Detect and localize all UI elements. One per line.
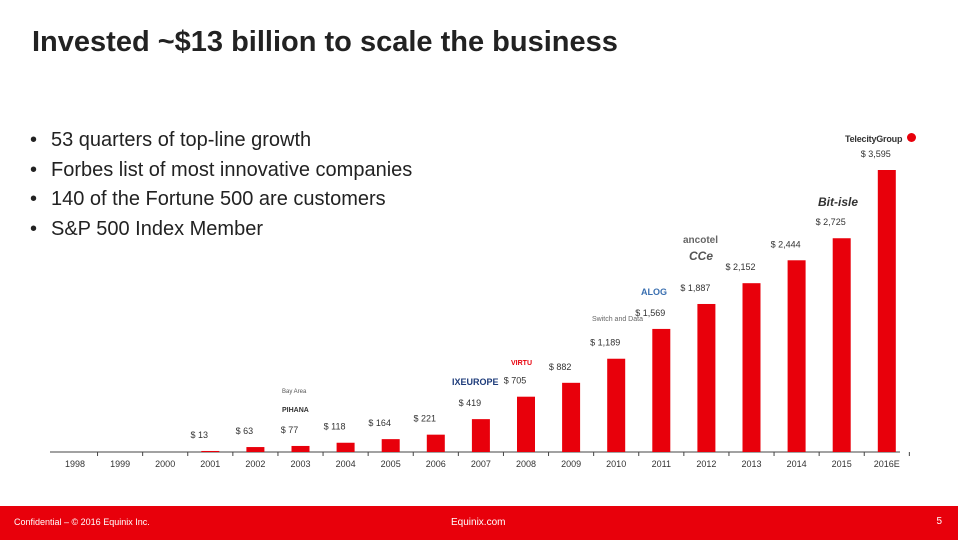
data-label-2002: $ 63 xyxy=(236,426,254,436)
data-label-2013: $ 2,152 xyxy=(725,262,755,272)
bar-2005 xyxy=(381,439,400,452)
bay-area-logo: Bay Area xyxy=(282,389,307,395)
x-tick-label: 2000 xyxy=(155,459,175,469)
telecity-logo-mark xyxy=(906,133,916,142)
slide-title: Invested ~$13 billion to scale the busin… xyxy=(32,26,618,58)
bar-2003 xyxy=(291,445,310,452)
x-tick-label: 2014 xyxy=(787,459,807,469)
data-label-2009: $ 882 xyxy=(549,362,572,372)
data-label-2005: $ 164 xyxy=(368,418,391,428)
x-tick-label: 2001 xyxy=(200,459,220,469)
bar-2016E xyxy=(877,170,896,452)
x-tick-label: 2006 xyxy=(426,459,446,469)
data-label-2001: $ 13 xyxy=(191,430,209,440)
x-tick-label: 1999 xyxy=(110,459,130,469)
data-label-2015: $ 2,725 xyxy=(816,217,846,227)
x-tick-label: 2007 xyxy=(471,459,491,469)
data-label-2011: $ 1,569 xyxy=(635,308,665,318)
bar-2009 xyxy=(562,382,581,452)
data-label-2016E: $ 3,595 xyxy=(861,149,891,159)
x-tick-label: 2005 xyxy=(381,459,401,469)
ixeurope-logo: IXEUROPE xyxy=(452,377,499,387)
x-tick-label: 2009 xyxy=(561,459,581,469)
x-tick-label: 2016E xyxy=(874,459,900,469)
data-label-2010: $ 1,189 xyxy=(590,338,620,348)
bar-2013 xyxy=(742,283,761,452)
telecity-logo-text: TelecityGroup xyxy=(845,134,903,144)
ce-logo: CCe xyxy=(689,249,714,263)
data-label-2008: $ 705 xyxy=(504,376,527,386)
x-tick-label: 2003 xyxy=(290,459,310,469)
bar-2010 xyxy=(607,358,626,452)
data-label-2007: $ 419 xyxy=(459,398,482,408)
ancotel-logo: ancotel xyxy=(683,235,719,246)
alog-logo: ALOG xyxy=(641,287,667,297)
telecity-logo: TelecityGroup xyxy=(845,133,916,144)
bullet-item: S&P 500 Index Member xyxy=(30,215,412,245)
footer-confidential: Confidential – © 2016 Equinix Inc. xyxy=(14,517,150,527)
switchdata-logo: Switch and Data xyxy=(592,316,643,323)
x-tick-label: 2011 xyxy=(652,459,671,469)
data-label-2003: $ 77 xyxy=(281,425,299,435)
bar-2001 xyxy=(201,450,220,452)
x-tick-label: 2002 xyxy=(245,459,265,469)
x-tick-label: 1998 xyxy=(65,459,85,469)
x-tick-label: 2010 xyxy=(606,459,626,469)
data-label-2004: $ 118 xyxy=(324,422,346,432)
bar-2012 xyxy=(697,303,716,452)
footer-site: Equinix.com xyxy=(451,517,506,528)
bar-2004 xyxy=(336,442,355,452)
bullet-item: 53 quarters of top-line growth xyxy=(30,126,412,156)
bar-2006 xyxy=(426,434,445,452)
bullet-item: 140 of the Fortune 500 are customers xyxy=(30,185,412,215)
x-tick-label: 2008 xyxy=(516,459,536,469)
bitisle-logo: Bit-isle xyxy=(818,195,859,209)
footer-bar: Confidential – © 2016 Equinix Inc. Equin… xyxy=(0,506,958,540)
bar-2014 xyxy=(787,260,806,452)
bar-2011 xyxy=(652,328,671,452)
investment-bar-chart: 1998 1999 2000 2001 $ 13 2002 $ 63 2003 $ 77 2004… xyxy=(50,149,910,469)
bar-2008 xyxy=(517,396,535,452)
pihana-logo: PIHANA xyxy=(282,407,309,414)
x-tick-label: 2004 xyxy=(336,459,356,469)
bullet-list: 53 quarters of top-line growth Forbes li… xyxy=(30,126,412,244)
bar-2007 xyxy=(471,419,490,452)
data-label-2012: $ 1,887 xyxy=(680,283,710,293)
virtu-logo: VIRTU xyxy=(511,360,532,367)
bar-2015 xyxy=(832,238,851,452)
data-label-2014: $ 2,444 xyxy=(771,239,801,249)
x-tick-label: 2012 xyxy=(696,459,716,469)
bullet-item: Forbes list of most innovative companies xyxy=(30,156,412,186)
x-tick-label: 2015 xyxy=(832,459,852,469)
bar-2002 xyxy=(246,447,265,452)
data-label-2006: $ 221 xyxy=(414,414,437,424)
page-number: 5 xyxy=(936,516,942,527)
x-tick-label: 2013 xyxy=(741,459,761,469)
